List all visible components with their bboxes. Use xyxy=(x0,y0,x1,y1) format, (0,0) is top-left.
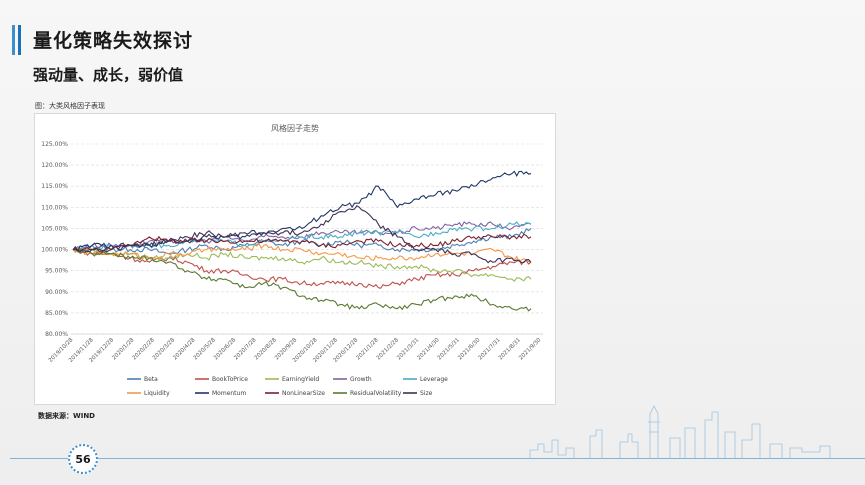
legend-item-nonlinearsize: NonLinearSize xyxy=(282,390,325,397)
figure-caption: 图：大类风格因子表现 xyxy=(35,102,105,110)
title-accent-bar xyxy=(12,25,28,55)
page-number: 56 xyxy=(75,453,91,466)
x-tick-label: 2021/9/30 xyxy=(518,337,543,362)
legend-item-leverage: Leverage xyxy=(420,376,448,383)
data-source-note: 数据来源：WIND xyxy=(38,412,95,420)
y-axis-ticks: 80.00% 85.00% 90.00% 95.00% 100.00% 105.00% 11… xyxy=(41,141,68,338)
legend-item-liquidity: Liquidity xyxy=(144,390,170,397)
chart-legend: Beta BookToPrice EarningYield Growth Leverag… xyxy=(127,376,448,397)
y-tick-label: 115.00% xyxy=(41,183,68,190)
series-line-booktoprice xyxy=(73,249,532,289)
legend-item-residualvolatility: ResidualVolatility xyxy=(350,390,402,397)
page-subtitle: 强动量、成长，弱价值 xyxy=(33,66,184,84)
series-line-momentum xyxy=(72,170,532,252)
legend-item-growth: Growth xyxy=(350,376,372,383)
chart-container: 风格因子走势 80.00% 85.00% 90.00% 95.00% 100.00% 10… xyxy=(34,113,556,405)
y-tick-label: 110.00% xyxy=(41,204,68,211)
y-tick-label: 120.00% xyxy=(41,162,68,169)
y-tick-label: 125.00% xyxy=(41,141,68,148)
series-lines xyxy=(72,170,532,312)
y-tick-label: 85.00% xyxy=(45,310,68,317)
series-line-nonlinearsize xyxy=(72,233,532,253)
page-title: 量化策略失效探讨 xyxy=(33,30,194,52)
legend-item-momentum: Momentum xyxy=(212,390,246,397)
y-tick-label: 80.00% xyxy=(45,331,68,338)
chart-title: 风格因子走势 xyxy=(271,123,319,133)
chart-grid xyxy=(71,143,543,335)
footer-divider xyxy=(10,458,865,459)
legend-item-booktoprice: BookToPrice xyxy=(212,376,248,383)
page-badge: 56 xyxy=(68,444,98,474)
factor-line-chart: 风格因子走势 80.00% 85.00% 90.00% 95.00% 100.00% 10… xyxy=(41,123,543,397)
y-tick-label: 105.00% xyxy=(41,225,68,232)
series-line-size xyxy=(72,204,532,264)
city-skyline-decoration xyxy=(529,405,831,458)
legend-item-size: Size xyxy=(420,390,433,397)
x-axis-ticks: 2019/10/282019/11/282019/12/282020/1/282… xyxy=(48,337,543,364)
y-tick-label: 90.00% xyxy=(45,289,68,296)
y-tick-label: 100.00% xyxy=(41,247,68,254)
legend-item-beta: Beta xyxy=(144,376,158,383)
series-line-residualvolatility xyxy=(72,248,532,312)
legend-item-earningyield: EarningYield xyxy=(282,376,319,383)
y-tick-label: 95.00% xyxy=(45,268,68,275)
